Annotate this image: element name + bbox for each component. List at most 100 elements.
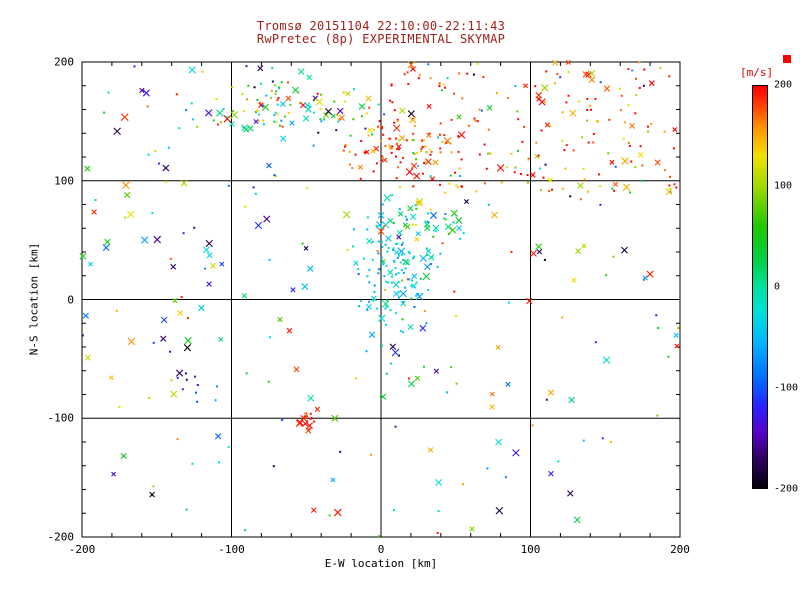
data-point-dot [308, 105, 311, 108]
data-point-dot [392, 248, 395, 251]
data-point-dot [482, 76, 485, 79]
data-point-x [426, 103, 432, 109]
data-point-dot [222, 107, 225, 110]
data-point-x [109, 375, 114, 381]
data-point-dot [260, 82, 263, 85]
data-point-dot [424, 145, 427, 148]
colorbar-tick-label: 200 [774, 79, 793, 91]
data-point-x [257, 65, 264, 72]
data-point-dot [412, 132, 415, 135]
data-point-dot [445, 141, 448, 144]
data-point-dot [605, 274, 608, 277]
data-point-x [491, 211, 498, 219]
data-point-dot [384, 243, 387, 246]
data-point-x [526, 297, 533, 305]
data-point-dot [657, 326, 660, 329]
data-point-x [302, 115, 310, 122]
data-point-dot [376, 307, 379, 310]
data-point-dot [384, 288, 387, 291]
data-point-dot [413, 124, 416, 127]
data-point-dot [521, 140, 524, 143]
data-point-dot [387, 281, 390, 284]
data-point-dot [446, 391, 449, 394]
axis-minor-ticks [82, 62, 680, 537]
data-point-dot [675, 186, 678, 189]
data-point-x [642, 275, 648, 281]
data-point-dot [624, 121, 627, 124]
data-point-dot [398, 208, 401, 211]
data-point-dot [367, 300, 370, 303]
data-point-x [323, 112, 330, 119]
data-point-x [353, 260, 359, 266]
data-point-dot [390, 281, 393, 284]
data-point-dot [272, 465, 275, 468]
data-point-dot [659, 67, 662, 70]
data-point-dot [376, 249, 379, 252]
data-point-dot [216, 385, 219, 388]
data-point-x [379, 393, 387, 400]
data-point-x [214, 433, 222, 440]
data-point-dot [411, 118, 414, 121]
data-point-dot [380, 159, 383, 162]
data-point-dot [510, 152, 513, 155]
data-point-dot [453, 290, 456, 293]
data-point-dot [196, 400, 199, 403]
data-point-dot [458, 175, 461, 178]
data-point-dot [420, 147, 423, 150]
data-point-dot [393, 260, 396, 263]
data-point-dot [146, 105, 149, 108]
data-point-x [565, 60, 571, 65]
data-point-dot [474, 119, 477, 122]
data-point-x [419, 324, 427, 332]
data-point-dot [375, 224, 378, 227]
data-point-x [218, 336, 224, 342]
data-point-dot [344, 143, 347, 146]
data-point-x [404, 260, 411, 266]
data-point-x [160, 335, 167, 342]
data-point-dot [455, 184, 458, 187]
data-point-dot [410, 284, 413, 287]
data-point-x [392, 281, 400, 288]
data-point-dot [478, 153, 481, 156]
data-point-dot [387, 247, 390, 250]
data-point-x [383, 194, 391, 202]
data-point-dot [395, 273, 398, 276]
data-point-dot [395, 155, 398, 158]
y-tick-label: 200 [54, 55, 74, 69]
data-point-dot [254, 192, 257, 195]
data-point-dot [319, 107, 322, 110]
data-point-x [310, 507, 317, 513]
data-point-x [415, 231, 421, 237]
data-point-x [315, 98, 324, 106]
data-point-x [457, 131, 466, 139]
data-point-dot [390, 151, 393, 154]
data-point-x [247, 125, 254, 132]
data-point-x [505, 381, 511, 387]
data-point-dot [337, 118, 340, 121]
data-point-dot [627, 141, 630, 144]
data-point-x [170, 390, 178, 398]
data-point-dot [380, 256, 383, 259]
data-point-dot [256, 98, 259, 101]
data-point-dot [219, 121, 222, 124]
data-point-x [392, 124, 401, 132]
data-point-dot [371, 240, 374, 243]
data-point-x [547, 177, 554, 183]
data-point-dot [456, 186, 459, 189]
data-point-dot [397, 148, 400, 151]
data-point-dot [354, 377, 357, 380]
data-point-dot [227, 184, 230, 187]
data-point-x [397, 211, 404, 217]
data-point-dot [668, 187, 671, 190]
data-point-dot [447, 232, 450, 235]
data-point-dot [273, 120, 276, 123]
y-tick-label: 0 [67, 293, 74, 306]
data-point-dot [94, 199, 97, 202]
data-point-dot [542, 176, 545, 179]
data-point-dot [385, 372, 388, 375]
data-point-dot [335, 129, 338, 132]
data-point-dot [308, 428, 311, 431]
data-point-x [333, 508, 342, 517]
data-point-dot [164, 180, 167, 183]
data-point-dot [415, 294, 418, 297]
